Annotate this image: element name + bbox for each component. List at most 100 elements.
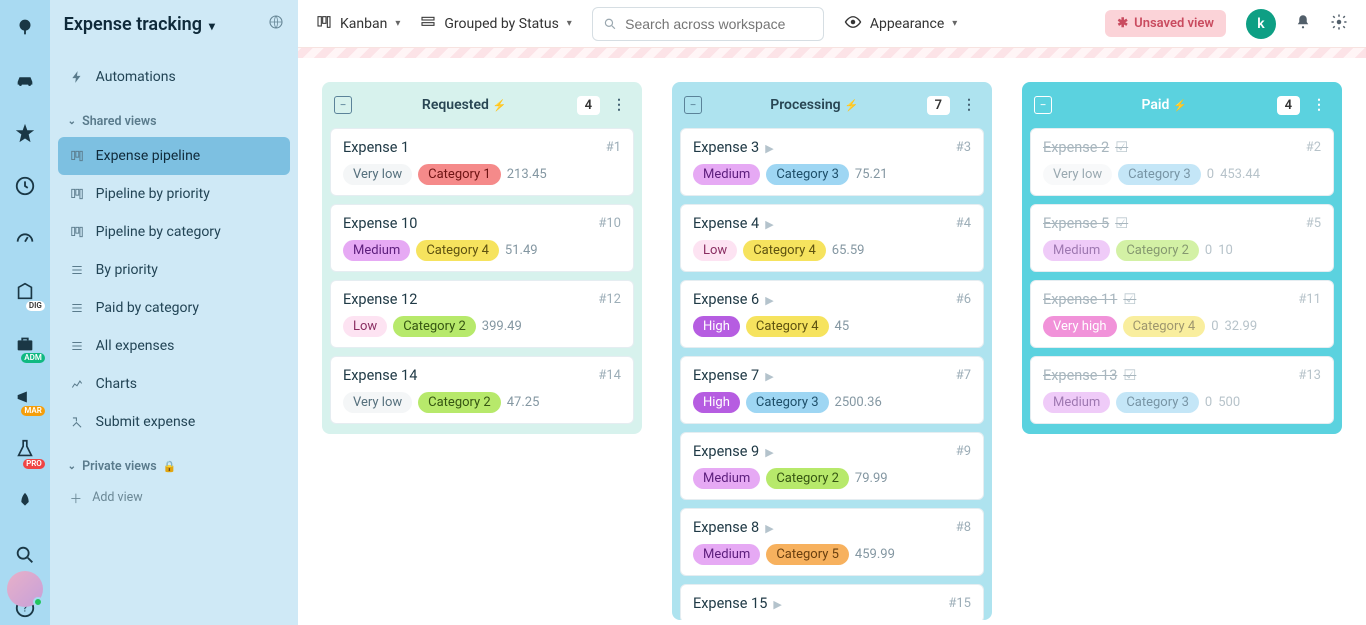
card[interactable]: Expense 8▶ #8 Medium Category 5 459.99 [680,508,984,576]
column-header: − Requested⚡ 4 ⋮ [322,82,642,128]
card[interactable]: Expense 9▶ #9 Medium Category 2 79.99 [680,432,984,500]
play-icon: ▶ [765,370,773,383]
sidebar-item-label: Paid by category [96,300,199,316]
rail-item-building[interactable]: DIG [7,274,43,309]
sidebar-item-label: Pipeline by priority [96,186,210,202]
sidebar-item[interactable]: Charts [58,365,290,403]
sidebar-item[interactable]: Submit expense [58,403,290,441]
sidebar-item[interactable]: Pipeline by priority [58,175,290,213]
rail-badge-adm: ADM [21,353,45,363]
card-id: #12 [598,292,621,307]
collapse-button[interactable]: − [1034,96,1052,114]
card-amount: 45 [835,319,850,334]
card-title: Expense 11☑ [1043,291,1136,308]
card[interactable]: Expense 10 #10 Medium Category 4 51.49 [330,204,634,272]
card[interactable]: Expense 14 #14 Very low Category 2 47.25 [330,356,634,424]
card-amount: 51.49 [505,243,538,258]
sidebar-item-label: Expense pipeline [96,148,201,164]
globe-icon[interactable] [268,14,284,35]
card[interactable]: Expense 5☑ #5 Medium Category 2 0 10 [1030,204,1334,272]
bolt-icon: ⚡ [493,99,507,112]
sidebar-item[interactable]: Paid by category [58,289,290,327]
column-more-button[interactable]: ⋮ [1308,97,1330,113]
view-type-label: Kanban [340,16,387,32]
card[interactable]: Expense 4▶ #4 Low Category 4 65.59 [680,204,984,272]
view-type-select[interactable]: Kanban ▾ [316,14,400,34]
card[interactable]: Expense 3▶ #3 Medium Category 3 75.21 [680,128,984,196]
rail-item-rocket[interactable] [7,485,43,520]
column-count: 7 [927,96,950,115]
view-icon [68,377,86,391]
shared-views-heading[interactable]: ⌄ Shared views [58,106,290,137]
card[interactable]: Expense 12 #12 Low Category 2 399.49 [330,280,634,348]
bell-icon[interactable] [1294,13,1312,35]
column-more-button[interactable]: ⋮ [608,97,630,113]
card-id: #5 [1306,216,1321,231]
appearance-select[interactable]: Appearance ▾ [844,13,958,35]
group-by-label: Grouped by Status [444,16,558,32]
private-views-heading[interactable]: ⌄ Private views 🔒 [58,451,290,482]
collapse-button[interactable]: − [684,96,702,114]
chevron-down-icon: ▾ [952,18,957,29]
priority-pill: Very low [1043,164,1112,185]
chevron-down-icon: ▾ [567,18,572,29]
rail-item-briefcase[interactable]: ADM [7,327,43,362]
unsaved-view-button[interactable]: ✱ Unsaved view [1105,10,1226,37]
card-amount: 79.99 [855,471,888,486]
user-avatar[interactable]: k [1246,9,1276,39]
sidebar-item[interactable]: Expense pipeline [58,137,290,175]
group-by-select[interactable]: Grouped by Status ▾ [420,14,571,34]
sidebar-item[interactable]: By priority [58,251,290,289]
card[interactable]: Expense 11☑ #11 Very high Category 4 0 3… [1030,280,1334,348]
search-input[interactable] [592,7,824,41]
card-title: Expense 6▶ [693,291,774,308]
priority-pill: Medium [693,164,760,185]
sidebar-item[interactable]: Pipeline by category [58,213,290,251]
card[interactable]: Expense 2☑ #2 Very low Category 3 0 453.… [1030,128,1334,196]
card-extra: 0 [1205,243,1212,258]
add-view[interactable]: ＋ Add view [58,482,290,513]
rail-item-flask[interactable]: PRO [7,432,43,467]
search-field[interactable] [625,16,813,32]
workspace-switcher[interactable]: Expense tracking ▾ [50,0,298,48]
automations-label: Automations [96,69,176,85]
rail-item-star[interactable] [7,116,43,151]
view-icon [68,301,86,315]
priority-pill: High [693,316,740,337]
view-icon [68,187,86,201]
rail-user-avatar[interactable] [7,571,43,607]
card[interactable]: Expense 13☑ #13 Medium Category 3 0 500 [1030,356,1334,424]
briefcase-icon [14,333,36,355]
rail-item-gauge[interactable] [7,221,43,256]
rail-item-search[interactable] [7,538,43,573]
sidebar-item[interactable]: All expenses [58,327,290,365]
flask-icon [14,438,36,460]
gear-icon[interactable] [1330,13,1348,35]
sidebar-item-label: Pipeline by category [96,224,221,240]
card-title: Expense 9▶ [693,443,774,460]
bolt-icon: ⚡ [845,99,859,112]
rail-item-clock[interactable] [7,168,43,203]
rail-item-megaphone[interactable]: MAR [7,379,43,414]
card[interactable]: Expense 15▶ #15 [680,584,984,620]
rail-item-car[interactable] [7,63,43,98]
card-title: Expense 15▶ [693,595,782,612]
card-amount: 459.99 [855,547,895,562]
play-icon: ▶ [765,294,773,307]
bolt-icon: ⚡ [1173,99,1187,112]
card[interactable]: Expense 1 #1 Very low Category 1 213.45 [330,128,634,196]
card[interactable]: Expense 6▶ #6 High Category 4 45 [680,280,984,348]
sidebar-automations[interactable]: Automations [58,58,290,96]
star-icon [14,122,36,144]
priority-pill: Low [693,240,737,261]
collapse-button[interactable]: − [334,96,352,114]
card-extra: 0 [1211,319,1218,334]
card[interactable]: Expense 7▶ #7 High Category 3 2500.36 [680,356,984,424]
column-count: 4 [1277,96,1300,115]
card-id: #9 [956,444,971,459]
rail-logo[interactable] [7,10,43,45]
check-icon: ☑ [1123,367,1136,384]
card-amount: 75.21 [855,167,888,182]
priority-pill: Low [343,316,387,337]
column-more-button[interactable]: ⋮ [958,97,980,113]
